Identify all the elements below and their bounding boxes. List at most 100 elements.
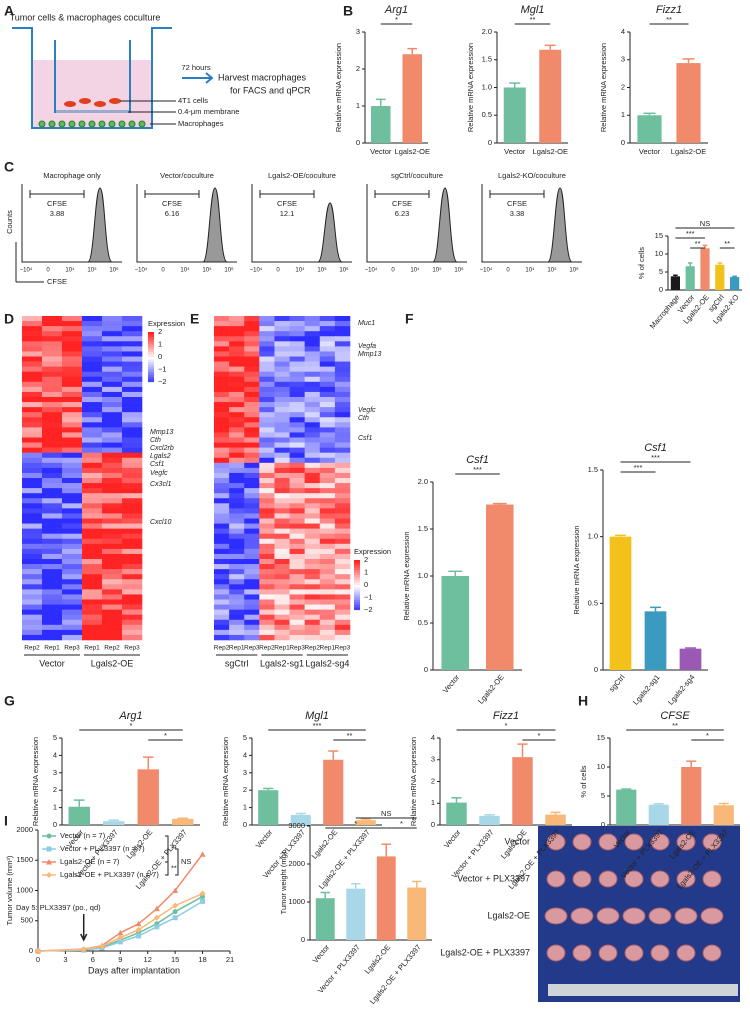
column-label: Rep1: [84, 645, 100, 652]
heat-cell: [304, 351, 321, 357]
heat-cell: [319, 614, 336, 621]
tumor-cells: [64, 98, 121, 107]
x-tick-label: Vector: [441, 672, 462, 694]
heat-cell: [22, 397, 43, 403]
heat-cell: [229, 543, 245, 550]
legend-swatch: [354, 577, 360, 581]
heat-cell: [229, 518, 245, 524]
chart-title: Mgl1: [305, 710, 329, 722]
heat-cell: [62, 427, 83, 433]
heat-cell: [259, 528, 275, 534]
y-tick-label: 1500: [16, 855, 33, 864]
heat-cell: [304, 316, 321, 322]
heat-cell: [102, 478, 123, 484]
heat-cell: [229, 397, 245, 403]
y-tick-label: 2: [356, 64, 360, 73]
y-tick-label: 500: [20, 916, 33, 925]
heat-cell: [289, 447, 305, 453]
heat-cell: [42, 417, 63, 423]
heat-cell: [229, 533, 245, 540]
heat-cell: [122, 559, 143, 565]
heat-cell: [122, 513, 143, 519]
y-tick-label: 5: [243, 733, 247, 742]
heat-cell: [289, 417, 305, 423]
medium: [33, 60, 151, 127]
heat-cell: [229, 361, 245, 367]
heat-cell: [289, 341, 305, 347]
column-label: Rep1: [44, 645, 60, 652]
heat-cell: [214, 508, 230, 514]
heat-cell: [229, 452, 245, 459]
heat-cell: [62, 533, 83, 540]
significance: **: [672, 721, 678, 730]
heat-cell: [229, 614, 245, 621]
heat-cell: [289, 513, 305, 519]
heat-cell: [229, 599, 245, 605]
heat-cell: [214, 599, 230, 605]
heat-cell: [289, 548, 305, 555]
heat-cell: [22, 559, 43, 565]
legend-title: Expression: [354, 547, 391, 556]
heat-cell: [122, 402, 143, 408]
heat-cell: [42, 538, 63, 545]
heat-cell: [42, 488, 63, 494]
heat-cell: [304, 624, 321, 631]
y-tick-label: 0: [424, 665, 428, 674]
heat-cell: [244, 508, 260, 514]
heat-cell: [214, 331, 230, 337]
heat-cell: [289, 594, 305, 600]
gene-label: Cx3cl1: [150, 481, 172, 488]
heat-cell: [274, 543, 290, 550]
heat-cell: [62, 336, 83, 342]
heat-cell: [22, 351, 43, 357]
column-label: Rep3: [244, 645, 260, 652]
heat-cell: [42, 442, 63, 448]
heat-cell: [274, 472, 290, 479]
heat-cell: [334, 381, 351, 388]
heat-cell: [214, 498, 230, 504]
heat-cell: [42, 321, 63, 327]
y-tick-label: 1.5: [588, 465, 598, 474]
heat-cell: [42, 619, 63, 626]
heat-cell: [214, 604, 230, 610]
heat-cell: [334, 564, 351, 570]
heat-cell: [244, 316, 260, 322]
heat-cell: [62, 553, 83, 560]
y-tick-label: 0: [356, 138, 360, 147]
heat-cell: [214, 407, 230, 413]
heat-cell: [214, 427, 230, 433]
legend-swatch: [354, 567, 360, 571]
heat-cell: [274, 528, 290, 534]
y-tick-label: 1: [53, 803, 57, 812]
heat-cell: [102, 569, 123, 575]
heat-cell: [319, 417, 336, 423]
heat-cell: [334, 316, 351, 322]
heat-cell: [244, 422, 260, 428]
heat-cell: [259, 609, 275, 615]
heat-cell: [244, 589, 260, 595]
heat-cell: [274, 619, 290, 626]
heat-cell: [304, 569, 321, 575]
heat-cell: [102, 447, 123, 453]
heat-cell: [122, 518, 143, 524]
panel-label: E: [190, 311, 199, 327]
bar: [315, 898, 335, 940]
flow-tick: 0: [506, 268, 510, 274]
heat-cell: [42, 366, 63, 372]
heat-cell: [289, 543, 305, 550]
heat-cell: [22, 533, 43, 540]
heat-cell: [122, 508, 143, 514]
heat-cell: [22, 381, 43, 388]
heat-cell: [22, 528, 43, 534]
heat-cell: [259, 452, 275, 459]
heat-cell: [334, 472, 351, 479]
heat-cell: [259, 483, 275, 489]
heat-cell: [62, 341, 83, 347]
heat-cell: [82, 427, 103, 433]
heat-cell: [102, 462, 123, 469]
heat-cell: [274, 422, 290, 428]
heat-cell: [22, 624, 43, 631]
heat-cell: [22, 619, 43, 626]
heat-cell: [319, 422, 336, 428]
heat-cell: [22, 548, 43, 555]
